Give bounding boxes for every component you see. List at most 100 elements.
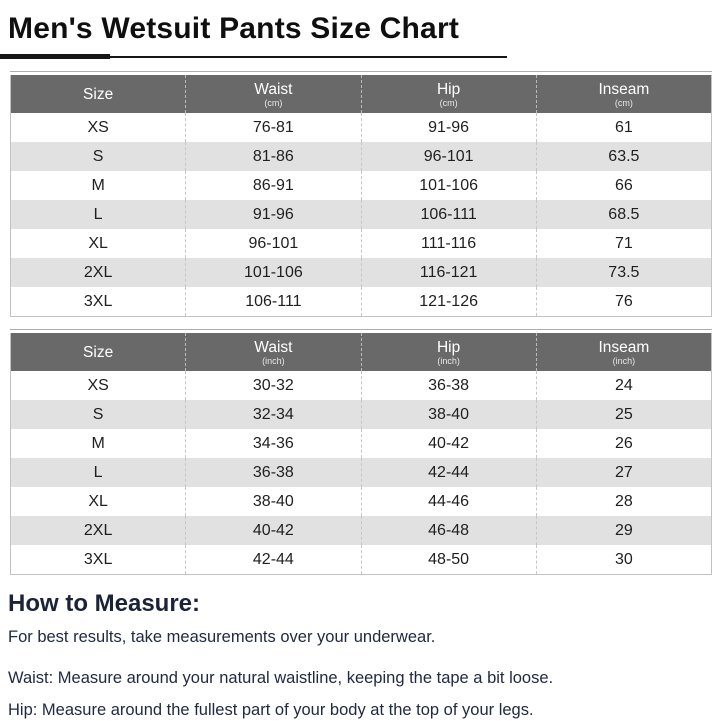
size-cell: 2XL <box>83 263 113 281</box>
waist-cell: 86-91 <box>185 171 361 200</box>
table-row: XL 38-40 44-46 28 <box>10 487 712 516</box>
waist-cell: 81-86 <box>185 142 361 171</box>
waist-cell: 40-42 <box>185 516 361 545</box>
table-row: 2XL 40-42 46-48 29 <box>10 516 712 545</box>
inseam-cell: 28 <box>535 487 712 516</box>
page-title: Men's Wetsuit Pants Size Chart <box>8 12 460 45</box>
column-header-label: Size <box>83 343 114 361</box>
size-cell: XS <box>87 376 109 394</box>
size-table-cm: Size Waist (cm) Hip (cm) Inseam (cm) XS 76-… <box>10 71 712 317</box>
size-table-inch-grid: Size Waist (inch) Hip (inch) Inseam (inch) … <box>10 333 712 575</box>
waist-cell: 32-34 <box>185 400 361 429</box>
inseam-cell: 29 <box>535 516 712 545</box>
inseam-cell: 73.5 <box>535 258 712 287</box>
title-underline <box>0 54 507 59</box>
hip-cell: 44-46 <box>360 487 537 516</box>
size-cell: S <box>92 147 104 165</box>
waist-tip: Waist: Measure around your natural waist… <box>8 669 554 687</box>
hip-cell: 36-38 <box>360 371 537 400</box>
size-cell: XL <box>88 492 108 510</box>
waist-cell: 30-32 <box>185 371 361 400</box>
hip-cell: 46-48 <box>360 516 537 545</box>
waist-cell: 42-44 <box>185 545 361 575</box>
table-row: S 81-86 96-101 63.5 <box>10 142 712 171</box>
column-header-unit: (inch) <box>612 355 636 366</box>
inseam-cell: 25 <box>535 400 712 429</box>
size-cell: L <box>93 463 103 481</box>
inseam-cell: 66 <box>535 171 712 200</box>
column-header-unit: (cm) <box>264 97 283 108</box>
size-cell: M <box>91 176 105 194</box>
column-header-inseam: Inseam (cm) <box>535 75 712 113</box>
hip-cell: 106-111 <box>360 200 537 229</box>
inseam-cell: 24 <box>535 371 712 400</box>
table-row: 3XL 42-44 48-50 30 <box>10 545 712 575</box>
hip-cell: 91-96 <box>360 113 537 142</box>
waist-cell: 106-111 <box>185 287 361 317</box>
column-header-label: Inseam <box>598 80 650 98</box>
size-cell: S <box>92 405 104 423</box>
size-table-inch: Size Waist (inch) Hip (inch) Inseam (inch) … <box>10 329 712 575</box>
column-header-label: Waist <box>254 338 293 356</box>
inseam-cell: 26 <box>535 429 712 458</box>
column-header-waist: Waist (cm) <box>185 75 361 113</box>
hip-cell: 101-106 <box>360 171 537 200</box>
table-row: XL 96-101 111-116 71 <box>10 229 712 258</box>
inseam-cell: 76 <box>535 287 712 317</box>
table-row: M 34-36 40-42 26 <box>10 429 712 458</box>
table-row: 2XL 101-106 116-121 73.5 <box>10 258 712 287</box>
column-header-hip: Hip (inch) <box>360 333 537 371</box>
inseam-cell: 71 <box>535 229 712 258</box>
column-header-label: Hip <box>436 338 461 356</box>
how-to-measure-intro: For best results, take measurements over… <box>8 628 436 646</box>
hip-cell: 96-101 <box>360 142 537 171</box>
column-header-label: Waist <box>254 80 293 98</box>
table-row: XS 30-32 36-38 24 <box>10 371 712 400</box>
column-header-waist: Waist (inch) <box>185 333 361 371</box>
waist-cell: 36-38 <box>185 458 361 487</box>
column-header-unit: (inch) <box>437 355 460 366</box>
hip-cell: 121-126 <box>360 287 537 317</box>
size-table-cm-grid: Size Waist (cm) Hip (cm) Inseam (cm) XS 76-… <box>10 75 712 317</box>
column-header-inseam: Inseam (inch) <box>535 333 712 371</box>
inseam-cell: 61 <box>535 113 712 142</box>
hip-cell: 42-44 <box>360 458 537 487</box>
size-cell: M <box>91 434 105 452</box>
waist-cell: 101-106 <box>185 258 361 287</box>
size-cell: L <box>93 205 103 223</box>
table-row: L 91-96 106-111 68.5 <box>10 200 712 229</box>
waist-cell: 91-96 <box>185 200 361 229</box>
table-row: M 86-91 101-106 66 <box>10 171 712 200</box>
column-header-hip: Hip (cm) <box>360 75 537 113</box>
header-row: Size Waist (cm) Hip (cm) Inseam (cm) <box>10 75 712 113</box>
waist-cell: 76-81 <box>185 113 361 142</box>
column-header-label: Inseam <box>598 338 650 356</box>
size-cell: 3XL <box>83 550 113 568</box>
waist-cell: 96-101 <box>185 229 361 258</box>
hip-tip: Hip: Measure around the fullest part of … <box>8 701 534 719</box>
hip-cell: 40-42 <box>360 429 537 458</box>
column-header-size: Size <box>10 333 186 371</box>
hip-cell: 111-116 <box>360 229 537 258</box>
column-header-label: Size <box>83 85 114 103</box>
waist-cell: 34-36 <box>185 429 361 458</box>
table-row: 3XL 106-111 121-126 76 <box>10 287 712 317</box>
inseam-cell: 27 <box>535 458 712 487</box>
column-header-size: Size <box>10 75 186 113</box>
column-header-unit: (cm) <box>439 97 458 108</box>
column-header-unit: (cm) <box>614 97 633 108</box>
inseam-cell: 30 <box>535 545 712 575</box>
hip-cell: 38-40 <box>360 400 537 429</box>
how-to-measure-heading: How to Measure: <box>8 590 201 617</box>
inseam-cell: 63.5 <box>535 142 712 171</box>
size-cell: 2XL <box>83 521 113 539</box>
column-header-unit: (inch) <box>262 355 285 366</box>
hip-cell: 48-50 <box>360 545 537 575</box>
size-cell: XS <box>87 118 109 136</box>
size-cell: 3XL <box>83 292 113 310</box>
waist-cell: 38-40 <box>185 487 361 516</box>
column-header-label: Hip <box>436 80 461 98</box>
how-to-measure-section: How to Measure: For best results, take m… <box>8 590 712 721</box>
hip-cell: 116-121 <box>360 258 537 287</box>
